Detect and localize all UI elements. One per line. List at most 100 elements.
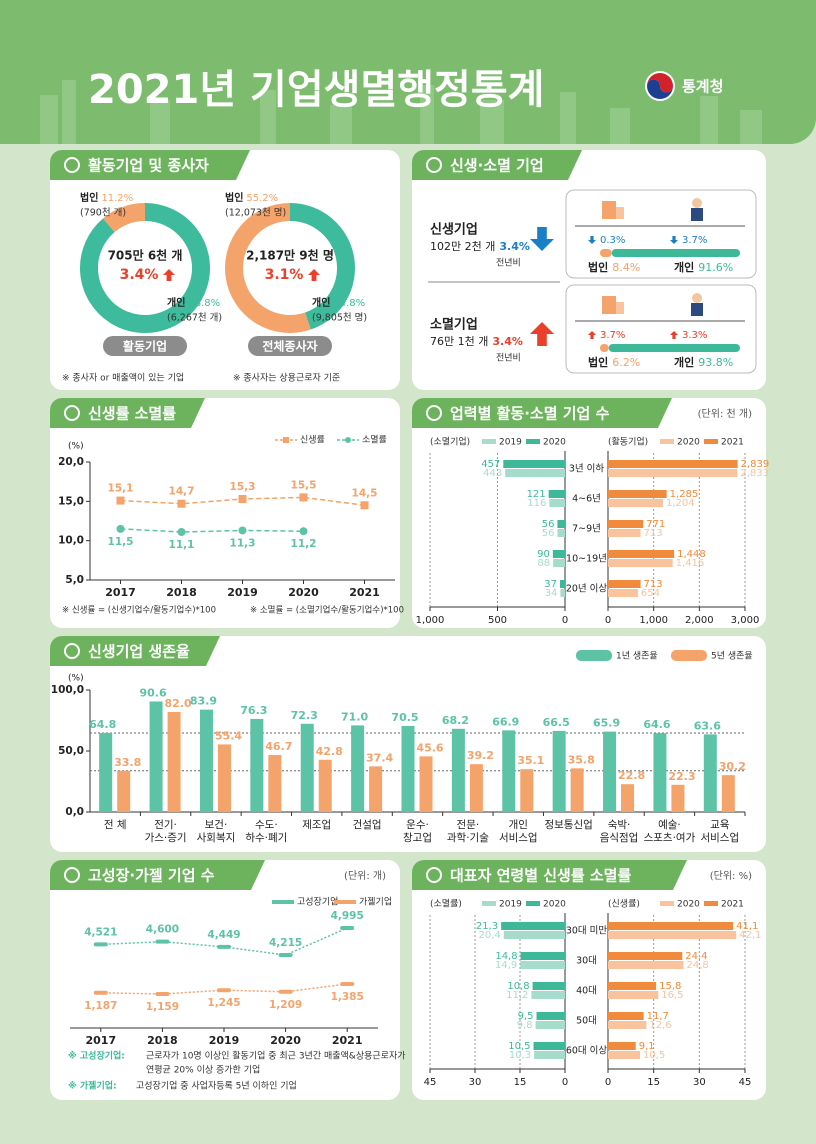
marker (238, 526, 247, 535)
donut-change: 3.4% (120, 267, 159, 283)
x-tick-label: 정보통신업 (544, 818, 592, 831)
bar (557, 529, 565, 537)
bar (503, 931, 565, 939)
bar (451, 728, 465, 812)
data-label: 70.5 (391, 711, 418, 724)
logo-blue (647, 79, 673, 99)
x-tick-label: 운수· (406, 819, 429, 831)
marker (177, 499, 186, 508)
donut-caption: 전체종사자 (262, 339, 317, 354)
data-label: 76.3 (240, 704, 267, 717)
bar (549, 499, 565, 507)
segment-value: 88.8% (188, 298, 220, 309)
legend-marker (283, 437, 289, 443)
segment-count: (6,267천 개) (167, 313, 222, 324)
data-label: 15,5 (291, 479, 317, 491)
data-label: 9,1 (639, 1041, 655, 1052)
note-line: 연평균 20% 이상 증가한 기업 (146, 1065, 260, 1076)
bar (608, 460, 738, 468)
title-tab (50, 150, 250, 180)
x-tick-label: 보건· (205, 819, 228, 831)
data-label: 90 (537, 549, 550, 560)
series-line (100, 983, 348, 995)
x-tick-label: 음식점업 (600, 831, 639, 844)
unit-label: (단위: %) (710, 869, 752, 882)
panel-title: 신생기업 생존율 (88, 643, 190, 661)
bar (534, 1051, 565, 1059)
bar (621, 784, 635, 812)
category-bg (567, 460, 606, 477)
trend-arrow (530, 322, 554, 346)
compare-label: 전년비 (496, 353, 521, 364)
x-tick-label: 예술· (658, 818, 681, 831)
note-line: 근로자가 10명 이상인 활동기업 중 최근 3년간 매출액&상용근로자가 (146, 1050, 406, 1062)
category-label: 4~6년 (572, 494, 601, 505)
side-label: (소멸기업) (430, 437, 470, 448)
segment-label: 법인 55.2% (225, 191, 278, 204)
title-icon (64, 405, 80, 421)
category-bg (567, 490, 606, 507)
legend-swatch (526, 439, 540, 444)
share-value: 6.2% (612, 356, 640, 369)
data-label: 14,7 (169, 486, 195, 498)
compare-label: 전년비 (496, 258, 521, 269)
bar (419, 756, 433, 812)
data-label: 22.8 (618, 769, 645, 782)
item-amount: 76만 1천 개 3.4% (430, 334, 523, 348)
data-label: 64.6 (643, 718, 670, 731)
data-label: 10,5 (643, 1050, 665, 1061)
bar (520, 769, 534, 812)
marker (278, 953, 293, 957)
bar (608, 520, 644, 528)
bar (552, 730, 566, 812)
share-value: 8.4% (612, 261, 640, 274)
data-label: 654 (641, 588, 660, 599)
x-tick-label: 스포츠·여가 (644, 832, 696, 844)
legend-swatch (526, 901, 540, 906)
share-name: 개인 (674, 355, 694, 369)
data-label: 88 (537, 558, 550, 569)
title-tab (412, 398, 672, 428)
change-arrow (308, 269, 320, 281)
unit-label: (단위: 개) (344, 869, 386, 882)
change-arrow (670, 236, 678, 244)
title-icon (426, 157, 442, 173)
segment-count: (9,805천 명) (312, 313, 367, 324)
bar (553, 559, 565, 567)
x-tick-label: 45 (424, 1077, 437, 1088)
bar (560, 580, 565, 588)
category-bg (567, 952, 606, 969)
bar (99, 732, 113, 812)
series-line (120, 528, 304, 533)
x-tick-label: 2017 (85, 1034, 116, 1047)
data-label: 10,8 (507, 981, 529, 992)
x-tick-label: 가스·증기 (145, 832, 187, 844)
share-label: 법인 6.2% (588, 355, 640, 369)
unit-label: (단위: 천 개) (698, 407, 752, 420)
data-label: 63.6 (694, 719, 721, 732)
building-icon (616, 207, 624, 219)
data-label: 1,209 (269, 999, 302, 1011)
x-tick-label: 30 (693, 1077, 706, 1088)
bar (351, 725, 365, 812)
data-label: 24,8 (687, 960, 709, 971)
building-icon (616, 302, 624, 314)
marker (278, 989, 293, 994)
person-body (691, 208, 703, 221)
x-tick-label: 건설업 (353, 818, 382, 831)
data-label: 35.8 (568, 753, 595, 766)
x-tick-label: 2017 (105, 586, 136, 599)
bar (671, 784, 685, 812)
share-bar (600, 249, 612, 257)
data-label: 21,3 (476, 921, 498, 932)
bar (505, 469, 565, 477)
category-bg (567, 982, 606, 999)
data-label: 24,4 (685, 951, 707, 962)
x-tick-label: 수도· (255, 819, 278, 831)
data-label: 11,2 (291, 538, 317, 550)
y-tick-label: 20,0 (58, 456, 84, 468)
side-label: (소멸률) (430, 899, 462, 910)
x-tick-label: 0 (605, 1077, 611, 1088)
x-tick-label: 15 (647, 1077, 660, 1088)
category-label: 3년 이하 (569, 463, 605, 475)
